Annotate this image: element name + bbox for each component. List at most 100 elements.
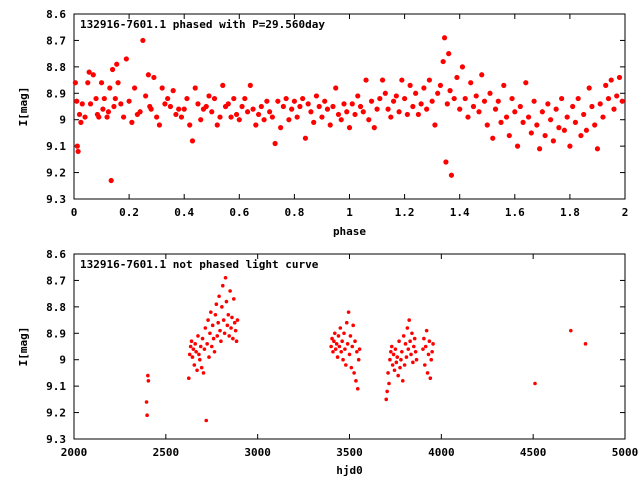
data-point <box>145 72 151 78</box>
data-point <box>210 323 215 328</box>
x-tick-label: 4000 <box>428 446 455 459</box>
data-point <box>214 122 220 128</box>
data-point <box>72 80 78 86</box>
data-point <box>426 77 432 83</box>
data-point <box>490 135 496 141</box>
data-point <box>536 146 543 152</box>
data-point <box>355 93 361 99</box>
data-point <box>616 74 623 81</box>
data-point <box>297 103 303 110</box>
data-point <box>437 82 444 88</box>
data-point <box>250 106 256 112</box>
y-tick-label: 9 <box>59 114 66 127</box>
data-point <box>112 95 118 102</box>
data-point <box>186 376 191 381</box>
data-point <box>390 363 395 367</box>
data-point <box>96 114 102 120</box>
data-point <box>512 109 518 115</box>
data-point <box>400 349 404 354</box>
y-tick-label: 8.6 <box>46 8 66 21</box>
data-point <box>208 331 212 336</box>
data-point <box>334 342 339 346</box>
data-point <box>421 85 427 91</box>
data-point <box>200 336 205 341</box>
data-point <box>203 103 209 110</box>
data-point <box>352 111 358 118</box>
data-point <box>144 400 149 404</box>
data-point <box>201 371 206 375</box>
data-point <box>294 114 300 120</box>
data-point <box>340 339 344 344</box>
data-point <box>341 101 347 107</box>
data-point <box>195 368 199 373</box>
data-point <box>608 77 614 83</box>
data-point <box>386 371 390 375</box>
data-point <box>470 103 477 110</box>
data-point <box>209 310 213 314</box>
data-point <box>143 93 149 99</box>
data-point <box>123 56 129 62</box>
data-point <box>393 347 398 351</box>
data-point <box>255 111 262 118</box>
data-point <box>399 357 403 362</box>
data-point <box>346 125 353 131</box>
data-point <box>327 122 333 128</box>
data-point <box>202 347 207 351</box>
data-point <box>205 342 209 346</box>
data-point <box>446 51 452 57</box>
data-point <box>212 349 217 354</box>
data-point <box>396 373 400 378</box>
data-point <box>126 98 132 104</box>
data-point <box>218 328 222 333</box>
data-point <box>385 389 389 394</box>
data-point <box>392 368 397 373</box>
data-point <box>105 109 112 115</box>
data-point <box>354 379 358 383</box>
data-point <box>431 342 435 346</box>
data-point <box>197 352 201 357</box>
y-tick-label: 8.9 <box>46 87 66 100</box>
data-point <box>413 349 418 354</box>
data-point <box>581 111 587 118</box>
data-point <box>401 334 406 338</box>
data-point <box>111 103 117 110</box>
data-point <box>137 109 143 115</box>
x-axis-label: hjd0 <box>336 464 363 477</box>
data-point <box>225 323 230 328</box>
data-point <box>337 344 342 349</box>
data-point <box>192 363 197 367</box>
data-point <box>316 103 322 110</box>
data-point <box>498 119 504 125</box>
data-point <box>189 138 196 144</box>
data-point <box>120 114 127 120</box>
x-tick-label: 2500 <box>153 446 180 459</box>
y-tick-label: 8.7 <box>46 274 66 287</box>
data-point <box>220 305 224 309</box>
data-point <box>408 339 412 344</box>
y-axis-label: I[mag] <box>17 327 30 367</box>
data-point <box>355 349 359 354</box>
data-point <box>339 349 344 354</box>
chart-title: 132916-7601.1 phased with P=29.560day <box>80 18 325 31</box>
data-point <box>286 117 292 123</box>
y-tick-label: 9.2 <box>46 407 66 420</box>
data-point <box>492 106 499 112</box>
data-point <box>462 95 468 102</box>
data-point <box>583 127 590 133</box>
data-point <box>104 114 110 120</box>
data-point <box>501 82 507 88</box>
data-point <box>140 37 146 44</box>
data-point <box>611 106 617 112</box>
data-point <box>264 98 270 104</box>
data-point <box>192 85 198 91</box>
data-point <box>239 103 245 110</box>
data-point <box>342 331 346 336</box>
data-point <box>114 61 120 67</box>
data-point <box>235 318 240 322</box>
data-point <box>159 85 165 91</box>
data-point <box>211 336 216 341</box>
data-point <box>503 114 510 120</box>
data-point <box>203 326 208 330</box>
data-point <box>572 119 579 125</box>
